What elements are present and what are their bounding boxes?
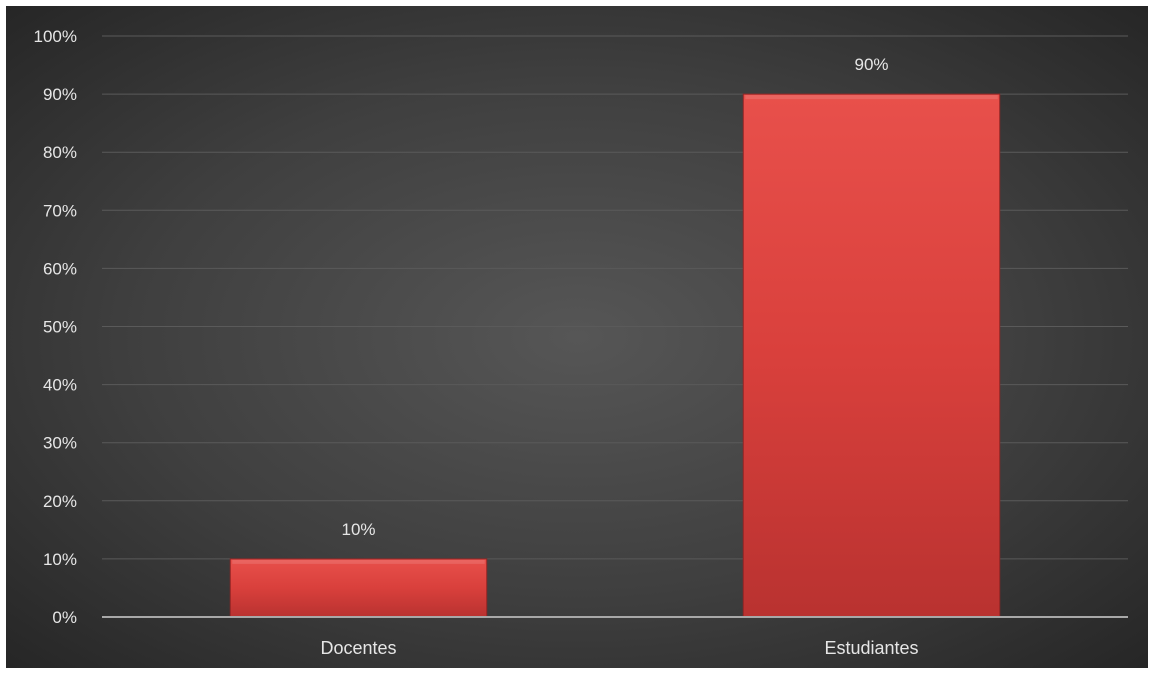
y-tick-label: 20% [43,492,77,511]
y-tick-label: 90% [43,85,77,104]
x-tick-label: Estudiantes [824,638,918,658]
y-tick-label: 70% [43,201,77,220]
y-axis: 0% 10% 20% 30% 40% 50% 60% 70% 80% 90% 100% [34,27,77,627]
x-axis: Docentes Estudiantes [102,616,1128,658]
x-tick-label: Docentes [320,638,396,658]
bar-estudiantes [742,93,1001,618]
y-tick-label: 40% [43,376,77,395]
y-tick-label: 60% [43,259,77,278]
data-label: 10% [341,520,375,539]
y-tick-label: 50% [43,318,77,337]
bar-docentes [229,558,488,618]
y-tick-label: 0% [52,608,77,627]
bar-highlight [232,559,485,564]
y-tick-label: 10% [43,550,77,569]
bars: 10% 90% [229,55,1001,618]
y-tick-label: 80% [43,143,77,162]
y-tick-label: 100% [34,27,77,46]
data-label: 90% [854,55,888,74]
bar-highlight [745,95,998,100]
y-tick-label: 30% [43,434,77,453]
